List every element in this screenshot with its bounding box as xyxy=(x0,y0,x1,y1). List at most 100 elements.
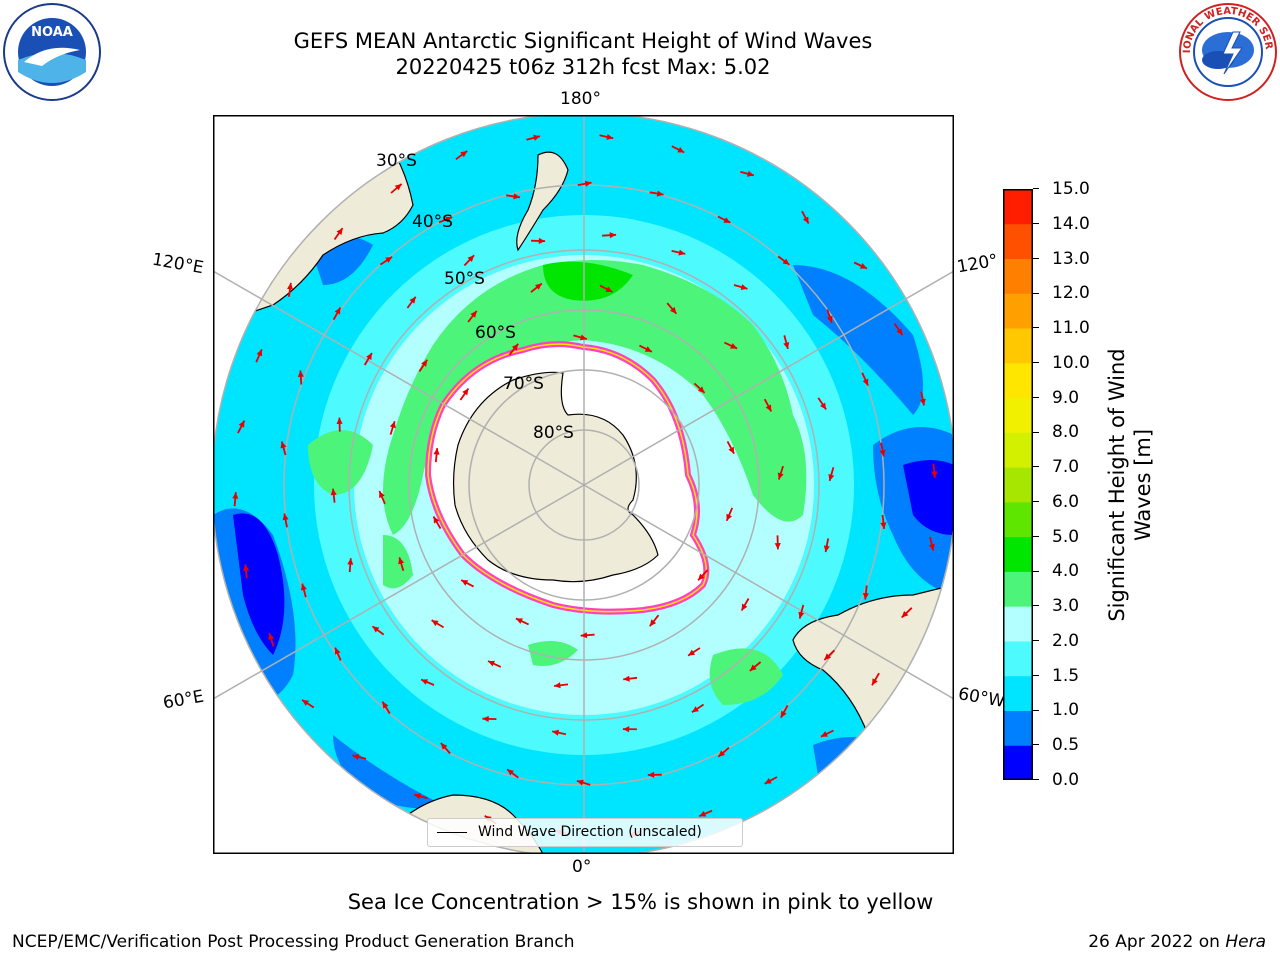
wave-arrow-head xyxy=(698,573,705,581)
lat-label-70s: 70°S xyxy=(503,374,544,394)
antarctica xyxy=(452,371,659,583)
colorbar xyxy=(1003,189,1033,780)
colorbar-tick-label: 4.0 xyxy=(1052,561,1080,582)
colorbar-tick-mark xyxy=(1033,396,1039,398)
wave-arrow-head xyxy=(334,307,341,315)
wave-arrow-head xyxy=(777,472,784,480)
footer-date: 26 Apr 2022 on Hera xyxy=(1088,932,1266,952)
wave-arrow-head xyxy=(535,283,542,290)
lon-label-120w: 120° xyxy=(955,250,1000,278)
wave-arrow-head xyxy=(431,620,439,627)
lat-label-80s: 80°S xyxy=(533,423,574,443)
colorbar-tick-mark xyxy=(1033,362,1039,364)
wave-arrow-head xyxy=(389,421,396,429)
wave-arrow-head xyxy=(488,660,495,667)
colorbar-tick-label: 14.0 xyxy=(1052,213,1090,234)
wave-arrow-head xyxy=(421,679,428,685)
wave-arrow-head xyxy=(352,754,360,760)
lon-label-60w: 60°W xyxy=(956,684,1007,712)
wave-arrow-head xyxy=(482,715,489,722)
colorbar-tick-label: 2.0 xyxy=(1052,630,1080,651)
wave-arrow-head xyxy=(515,618,523,624)
footer-credit: NCEP/EMC/Verification Post Processing Pr… xyxy=(12,932,575,952)
wave-arrow-head xyxy=(691,706,699,713)
colorbar-segment xyxy=(1003,223,1033,260)
lon-label-120e: 120°E xyxy=(150,249,206,279)
wave-arrow-head xyxy=(336,228,343,235)
noaa-logo: NOAA xyxy=(3,3,101,101)
wave-arrow-head xyxy=(580,632,588,639)
wave-arrow-head xyxy=(300,583,307,591)
wave-arrow-head xyxy=(623,675,630,682)
sea-ice-note: Sea Ice Concentration > 15% is shown in … xyxy=(347,890,934,914)
colorbar-tick-label: 12.0 xyxy=(1052,283,1090,304)
wave-arrow-head xyxy=(467,255,475,262)
colorbar-tick-mark xyxy=(1033,188,1039,190)
colorbar-segment xyxy=(1003,432,1033,468)
wave-arrow-head xyxy=(302,699,309,706)
colorbar-segment xyxy=(1003,362,1033,399)
colorbar-tick-mark xyxy=(1033,223,1039,224)
wave-arrow-head xyxy=(538,237,546,244)
wave-arrow-head xyxy=(798,611,805,619)
wave-arrow-head xyxy=(678,249,686,256)
wave-arrow-head xyxy=(718,750,726,757)
wave-arrow-head xyxy=(896,328,903,336)
wave-arrow-head xyxy=(268,633,275,640)
wave-arrow-head xyxy=(862,378,869,386)
colorbar-tick-label: 6.0 xyxy=(1052,491,1080,512)
wave-arrow-head xyxy=(606,134,614,140)
lat-label-60s: 60°S xyxy=(475,323,516,343)
colorbar-tick-mark xyxy=(1033,257,1039,259)
chart-title: GEFS MEAN Antarctic Significant Height o… xyxy=(293,29,873,53)
wave-arrow-head xyxy=(622,726,630,733)
colorbar-tick-label: 1.0 xyxy=(1052,700,1080,721)
colorbar-tick-label: 15.0 xyxy=(1052,179,1090,199)
wave-arrow-head xyxy=(782,258,790,265)
colorbar-tick-mark xyxy=(1033,292,1039,294)
colorbar-tick-mark xyxy=(1033,744,1039,746)
wave-arrow-head xyxy=(741,603,748,611)
colorbar-label-line1: Significant Height of Wind xyxy=(1105,348,1129,622)
wave-arrow-head xyxy=(584,180,592,187)
wave-arrow-head xyxy=(576,779,584,786)
wave-arrow-head xyxy=(820,402,827,410)
wave-arrow-head xyxy=(461,580,469,586)
wave-arrow-head xyxy=(462,388,469,396)
wave-arrow-head xyxy=(697,386,705,393)
colorbar-segment xyxy=(1003,258,1033,294)
colorbar-segment xyxy=(1003,397,1033,433)
wave-arrow-head xyxy=(901,611,909,618)
lat-label-50s: 50°S xyxy=(444,269,485,289)
wave-arrow-head xyxy=(747,170,754,177)
wave-arrow-head xyxy=(699,810,707,817)
wave-arrow-head xyxy=(723,217,731,223)
colorbar-tick-mark xyxy=(1033,674,1039,676)
wave-arrow-head xyxy=(931,471,938,478)
wave-arrow-head xyxy=(256,349,263,357)
wave-arrow-head xyxy=(644,346,652,352)
colorbar-segment xyxy=(1003,536,1033,572)
wave-arrow-head xyxy=(649,619,657,627)
wave-arrow-head xyxy=(366,353,372,360)
wave-arrow-head xyxy=(554,682,561,689)
wave-arrow-head xyxy=(533,134,540,141)
wave-arrow-head xyxy=(242,564,249,571)
colorbar-tick-mark xyxy=(1033,709,1039,711)
colorbar-tick-label: 10.0 xyxy=(1052,352,1090,373)
colorbar-tick-mark xyxy=(1033,605,1039,607)
colorbar-segment xyxy=(1003,293,1033,329)
colorbar-tick-label: 7.0 xyxy=(1052,457,1080,478)
wave-arrow-head xyxy=(334,647,341,655)
colorbar-tick-mark xyxy=(1033,327,1039,329)
wave-arrow-head xyxy=(872,678,878,686)
wave-arrow-head xyxy=(336,417,343,424)
wave-arrow-head xyxy=(764,778,772,784)
wave-arrow-head xyxy=(440,743,448,750)
wave-arrow-head xyxy=(749,664,757,671)
wave-arrow-head xyxy=(647,771,655,778)
wave-arrow-head xyxy=(382,701,389,709)
wave-arrow-head xyxy=(677,147,685,153)
wave-arrow-head xyxy=(740,284,748,290)
wave-arrow-head xyxy=(433,516,440,524)
